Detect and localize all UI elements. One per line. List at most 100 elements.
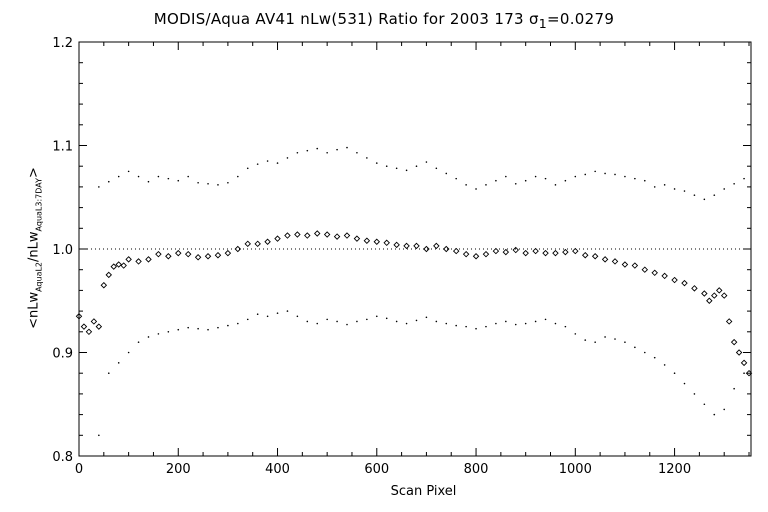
mean-point [562,248,569,256]
upper-point [405,169,408,172]
mean-point [274,235,281,242]
upper-point [475,188,477,190]
mean-point [80,323,88,330]
lower-point [505,320,507,323]
mean-point [601,256,609,263]
mean-point [725,318,733,325]
mean-point [383,239,390,247]
mean-point [621,261,629,268]
upper-point [366,157,368,159]
upper-point [554,184,557,186]
upper-point [693,194,696,196]
mean-point [373,238,381,245]
mean-point [105,271,113,279]
upper-point [594,170,596,173]
mean-point [701,290,708,297]
sigma-symbol: σ [528,10,539,28]
upper-point [544,177,547,180]
upper-point [375,162,378,164]
lower-point [107,372,110,375]
mean-point [512,246,519,254]
lower-point [425,316,428,319]
upper-point [733,182,735,185]
lower-point [614,338,616,340]
lower-point [723,408,725,411]
upper-point [743,177,745,180]
mean-point [304,232,311,239]
lower-point [594,341,596,343]
lower-point [177,328,180,331]
upper-point [187,175,189,178]
upper-point [356,151,358,154]
mean-point [552,249,559,257]
mean-point [125,256,132,263]
mean-point [204,253,212,260]
y-tick-label: 0.9 [52,347,73,362]
mean-point [244,240,251,248]
mean-point [90,318,98,325]
upper-point [495,179,497,182]
lower-point [98,434,100,437]
upper-point [604,172,606,175]
upper-point [514,182,517,185]
mean-point [234,245,242,253]
upper-point [336,148,338,151]
lower-point [286,310,289,312]
upper-point [246,167,249,170]
upper-point [256,163,259,165]
upper-point [157,175,160,178]
mean-point [452,247,460,255]
lower-point [137,341,140,343]
lower-point [395,320,398,323]
upper-point [197,181,199,184]
mean-point [155,250,162,258]
lower-point [693,393,696,395]
upper-point [167,177,170,180]
lower-point [624,341,626,343]
mean-point [403,242,410,250]
lower-point [683,382,686,385]
mean-point [472,253,480,260]
mean-point [706,297,713,304]
mean-point [462,250,470,258]
mean-point [353,235,361,242]
mean-point [254,240,261,248]
lower-point [634,346,636,349]
mean-point [671,276,678,284]
upper-point [505,175,507,178]
lower-point [564,325,567,328]
mean-point [720,292,728,299]
upper-point [127,170,130,173]
mean-point [135,258,142,265]
ylabel-part-1: <nLw [26,291,42,329]
upper-point [306,149,309,152]
mean-point [735,349,743,356]
upper-point [296,151,299,154]
upper-point [713,194,716,196]
lower-point [366,318,368,321]
upper-point [614,173,616,176]
mean-point [110,263,117,270]
lower-point [495,322,497,325]
lower-point [435,320,438,323]
lower-point [346,323,348,326]
lower-point [574,333,577,335]
lower-point [227,324,229,327]
mean-point [333,233,341,240]
lower-point [356,320,358,323]
y-tick-label: 0.8 [52,450,73,465]
upper-point [584,173,587,176]
mean-point [681,279,688,287]
lower-point [326,318,328,321]
upper-point [485,184,487,186]
title-text: MODIS/Aqua AV41 nLw(531) Ratio for 2003 … [153,10,529,28]
lower-point [534,320,537,323]
lower-point [445,322,448,325]
mean-point [482,250,490,258]
upper-point [624,175,626,178]
ylabel-sub-2: AquaL3:7DAY [34,177,44,232]
x-tick-label: 800 [464,462,489,477]
mean-point [745,369,753,377]
x-axis-label: Scan Pixel [390,484,457,499]
lower-point [127,351,130,354]
